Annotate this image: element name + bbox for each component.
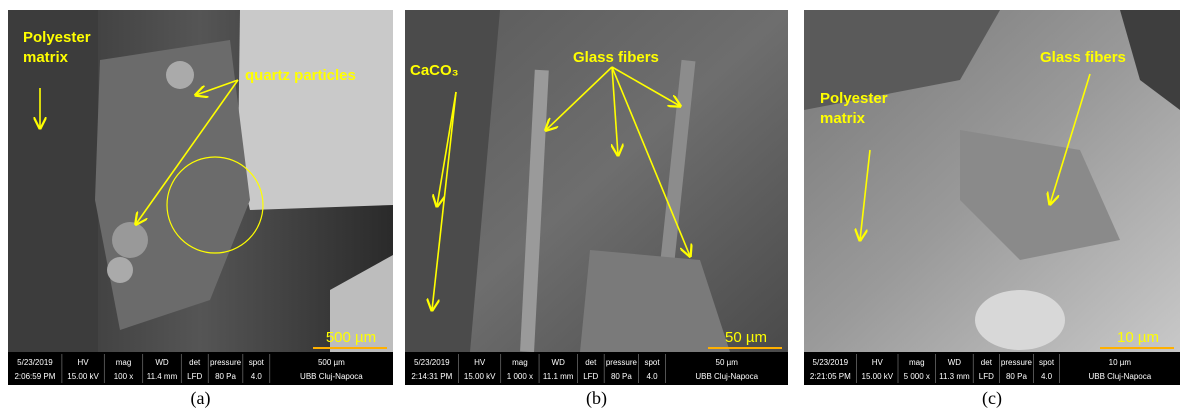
- annotation: Glass fibers: [1040, 49, 1126, 66]
- databar-header: pressure: [210, 358, 242, 367]
- databar-institution: UBB Cluj-Napoca: [300, 372, 363, 381]
- databar-value: 80 Pa: [215, 372, 236, 381]
- databar-institution: UBB Cluj-Napoca: [1088, 372, 1151, 381]
- databar-header: HV: [78, 358, 90, 367]
- databar-value: 80 Pa: [611, 372, 632, 381]
- annotation: matrix: [23, 49, 69, 66]
- databar-header: spot: [644, 358, 660, 367]
- databar-time: 2:21:05 PM: [810, 372, 851, 381]
- databar-value: 4.0: [646, 372, 658, 381]
- databar-institution: UBB Cluj-Napoca: [695, 372, 758, 381]
- databar-value: 11.3 mm: [939, 372, 970, 381]
- caption: (b): [586, 388, 607, 409]
- databar-value: 80 Pa: [1006, 372, 1027, 381]
- databar-header: spot: [249, 358, 265, 367]
- databar-header: spot: [1039, 358, 1055, 367]
- databar-value: 1 000 x: [507, 372, 533, 381]
- databar-scale: 10 µm: [1109, 358, 1132, 367]
- caption: (c): [982, 388, 1002, 409]
- databar-scale: 50 µm: [716, 358, 739, 367]
- databar-time: 2:14:31 PM: [411, 372, 452, 381]
- annotation: Polyester: [820, 90, 888, 107]
- caption: (a): [191, 388, 211, 409]
- databar-header: WD: [552, 358, 566, 367]
- annotation: quartz particles: [245, 67, 356, 84]
- databar-header: det: [189, 358, 201, 367]
- figure: Polyester matrix quartz particles 500 µm 5/2…: [0, 0, 1183, 410]
- databar-value: 4.0: [1041, 372, 1053, 381]
- scale-label: 10 µm: [1117, 329, 1159, 346]
- databar-header: mag: [116, 358, 132, 367]
- databar-value: 11.4 mm: [147, 372, 178, 381]
- databar-value: LFD: [187, 372, 202, 381]
- annotation: matrix: [820, 110, 866, 127]
- databar-date: 5/23/2019: [414, 358, 450, 367]
- databar-date: 5/23/2019: [813, 358, 849, 367]
- databar-value: 5 000 x: [904, 372, 930, 381]
- databar-value: 15.00 kV: [67, 372, 99, 381]
- databar-header: mag: [512, 358, 528, 367]
- scale-label: 50 µm: [725, 329, 767, 346]
- databar-value: LFD: [583, 372, 598, 381]
- databar-header: pressure: [606, 358, 638, 367]
- databar-scale: 500 µm: [318, 358, 345, 367]
- annotation: CaCO₃: [410, 62, 459, 79]
- databar-header: pressure: [1001, 358, 1033, 367]
- scale-label: 500 µm: [326, 329, 376, 346]
- databar-header: WD: [948, 358, 962, 367]
- databar-header: det: [981, 358, 993, 367]
- annotation: Glass fibers: [573, 49, 659, 66]
- databar-time: 2:06:59 PM: [14, 372, 55, 381]
- databar-header: WD: [155, 358, 169, 367]
- databar-header: HV: [872, 358, 884, 367]
- databar-header: HV: [474, 358, 486, 367]
- databar-value: 11.1 mm: [543, 372, 574, 381]
- databar-value: 15.00 kV: [862, 372, 894, 381]
- databar-value: 15.00 kV: [464, 372, 496, 381]
- databar-header: det: [585, 358, 597, 367]
- databar-value: 100 x: [114, 372, 134, 381]
- annotation: Polyester: [23, 29, 91, 46]
- databar-value: LFD: [979, 372, 994, 381]
- databar-value: 4.0: [251, 372, 263, 381]
- databar-date: 5/23/2019: [17, 358, 53, 367]
- databar-header: mag: [909, 358, 925, 367]
